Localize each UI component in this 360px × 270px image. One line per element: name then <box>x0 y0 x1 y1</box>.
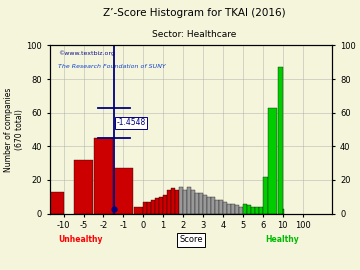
Bar <box>219 200 223 214</box>
Bar <box>94 138 113 214</box>
Bar <box>163 195 167 214</box>
Bar <box>227 204 231 214</box>
Text: -1.4548: -1.4548 <box>116 118 145 127</box>
Bar <box>259 207 262 214</box>
Bar <box>175 190 179 214</box>
Bar <box>278 67 283 214</box>
Bar <box>243 204 247 214</box>
Bar <box>167 190 171 214</box>
Bar <box>195 193 199 214</box>
Bar <box>199 193 203 214</box>
Bar <box>114 168 132 214</box>
Bar <box>148 202 151 214</box>
Bar <box>144 202 147 214</box>
Bar <box>159 197 163 214</box>
Bar <box>183 190 187 214</box>
Bar <box>239 207 243 214</box>
Bar <box>187 187 191 214</box>
Bar <box>191 190 195 214</box>
Bar <box>203 195 207 214</box>
Text: Z’-Score Histogram for TKAI (2016): Z’-Score Histogram for TKAI (2016) <box>103 8 286 18</box>
Y-axis label: Number of companies
(670 total): Number of companies (670 total) <box>4 87 23 172</box>
Text: The Research Foundation of SUNY: The Research Foundation of SUNY <box>58 64 166 69</box>
Bar <box>255 207 258 214</box>
Bar <box>171 188 175 214</box>
Bar <box>75 160 93 214</box>
Bar <box>0 192 64 214</box>
Bar <box>179 187 183 214</box>
Text: ©www.textbiz.org: ©www.textbiz.org <box>58 50 115 56</box>
Text: Healthy: Healthy <box>265 235 299 244</box>
Text: Unhealthy: Unhealthy <box>58 235 102 244</box>
Bar <box>152 200 155 214</box>
Bar <box>263 177 267 214</box>
Text: Sector: Healthcare: Sector: Healthcare <box>152 30 237 39</box>
Text: Score: Score <box>179 235 203 244</box>
Bar <box>223 202 227 214</box>
Bar <box>215 200 219 214</box>
Bar <box>235 205 239 214</box>
Bar <box>134 207 143 214</box>
Bar <box>268 108 277 214</box>
Bar <box>247 205 251 214</box>
Bar <box>231 204 235 214</box>
Bar <box>207 197 211 214</box>
Bar <box>211 197 215 214</box>
Bar <box>251 207 255 214</box>
Bar <box>156 198 159 214</box>
